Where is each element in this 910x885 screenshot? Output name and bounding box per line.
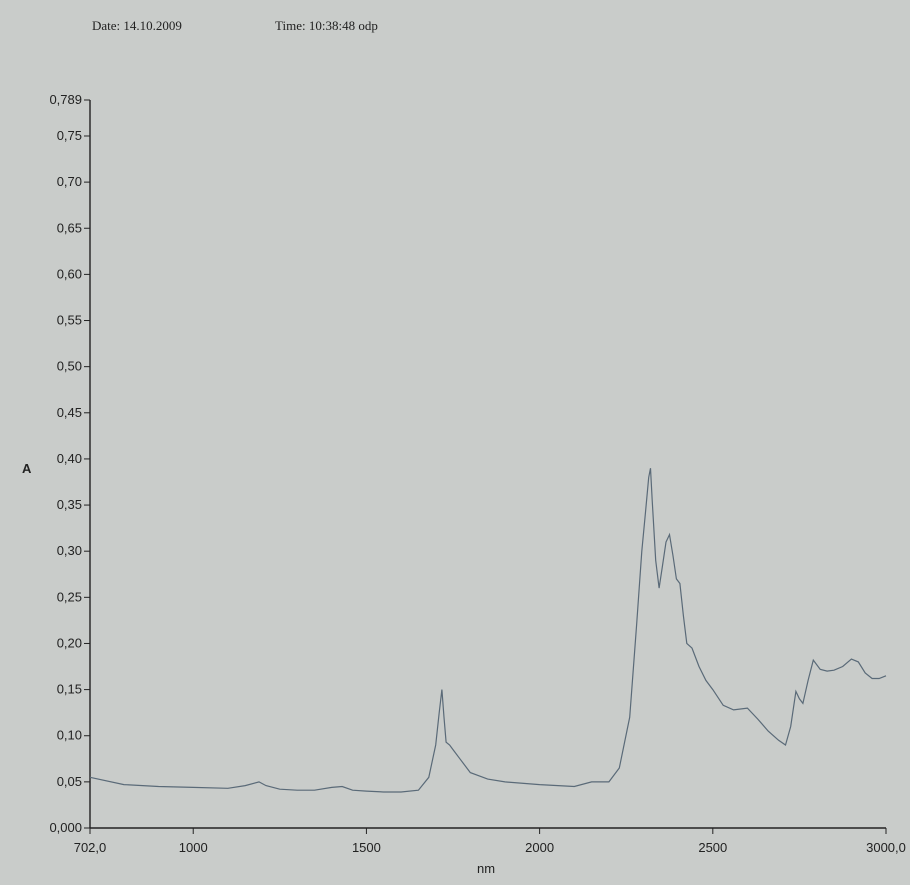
time-label: Time: 10:38:48 odp xyxy=(275,18,378,33)
y-axis-title: A xyxy=(22,461,32,476)
y-tick-label: 0,10 xyxy=(57,728,82,743)
y-ticks: 0,000 0,05 0,10 0,15 0,20 0,25 0,30 0,35 0,40 0,4… xyxy=(49,92,90,835)
x-tick-label: 702,0 xyxy=(74,840,107,855)
y-tick-label: 0,35 xyxy=(57,497,82,512)
x-axis-title: nm xyxy=(477,861,495,876)
y-tick-label: 0,60 xyxy=(57,266,82,281)
x-tick-label: 3000,0 xyxy=(866,840,906,855)
y-tick-label: 0,55 xyxy=(57,313,82,328)
y-tick-label: 0,05 xyxy=(57,774,82,789)
y-tick-label: 0,789 xyxy=(49,92,82,107)
y-tick-label: 0,20 xyxy=(57,635,82,650)
y-tick-label: 0,70 xyxy=(57,174,82,189)
y-tick-label: 0,000 xyxy=(49,820,82,835)
x-tick-label: 1500 xyxy=(352,840,381,855)
y-tick-label: 0,25 xyxy=(57,589,82,604)
y-tick-label: 0,75 xyxy=(57,128,82,143)
y-tick-label: 0,40 xyxy=(57,451,82,466)
x-tick-label: 2500 xyxy=(698,840,727,855)
spectrum-series-line xyxy=(89,468,887,793)
date-label: Date: 14.10.2009 xyxy=(92,18,182,33)
x-ticks: 702,0 1000 1500 2000 2500 3000,0 xyxy=(74,828,906,855)
y-tick-label: 0,45 xyxy=(57,405,82,420)
y-tick-label: 0,50 xyxy=(57,359,82,374)
y-tick-label: 0,30 xyxy=(57,543,82,558)
y-tick-label: 0,65 xyxy=(57,220,82,235)
x-tick-label: 1000 xyxy=(179,840,208,855)
y-tick-label: 0,15 xyxy=(57,682,82,697)
x-tick-label: 2000 xyxy=(525,840,554,855)
